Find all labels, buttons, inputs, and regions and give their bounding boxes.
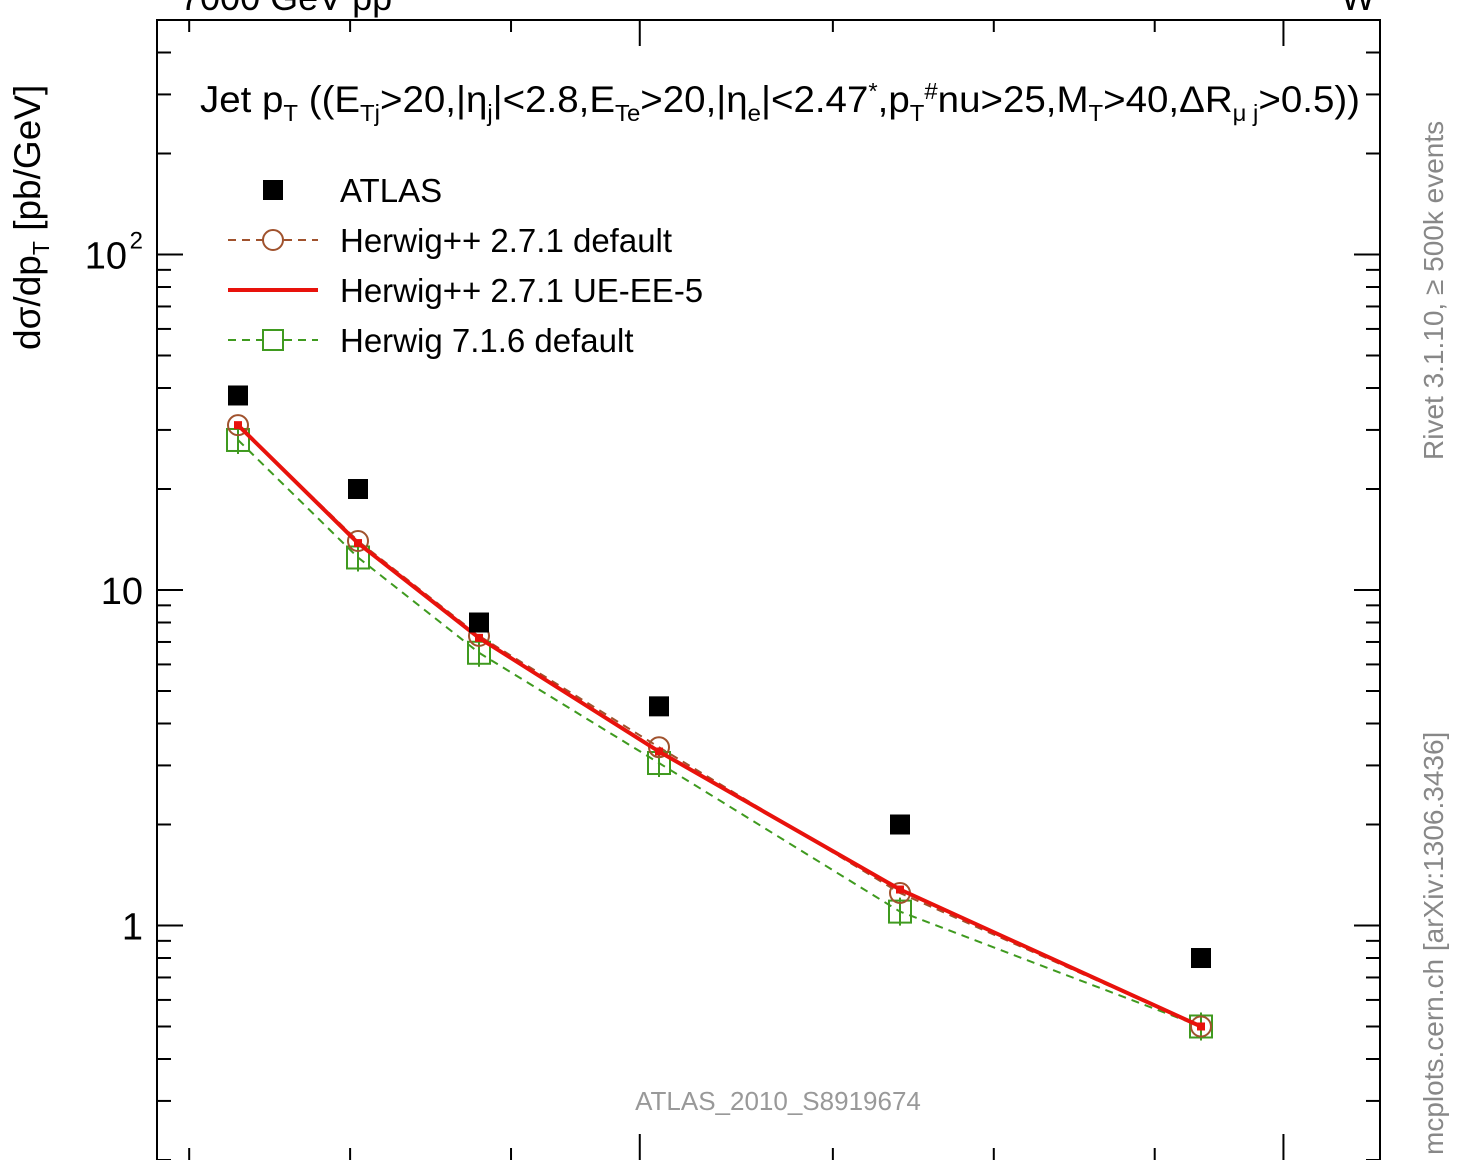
legend: ATLAS Herwig++ 2.7.1 default Herwig++ 2.7.… <box>228 172 703 359</box>
data-point-herwig-2-7-1-ue-ee-5 <box>896 885 904 894</box>
legend-marker-herwig-2-7-1-default <box>262 229 284 251</box>
data-point-atlas <box>1191 948 1211 969</box>
data-series <box>226 385 1213 1041</box>
data-point-atlas <box>649 696 669 717</box>
y-axis-label: dσ/dpT [pb/GeV] <box>7 85 54 350</box>
data-point-herwig-2-7-1-ue-ee-5 <box>475 633 483 642</box>
data-point-herwig-2-7-1-default <box>227 414 249 437</box>
axis-ticks <box>157 19 1380 1160</box>
legend-label-herwig-7-1-6: Herwig 7.1.6 default <box>340 322 634 359</box>
data-point-atlas <box>228 385 248 406</box>
y-tick-label: 10 <box>85 236 127 278</box>
legend-marker-herwig-7-1-6 <box>262 329 284 351</box>
data-point-atlas <box>890 814 910 835</box>
legend-label-herwig-2-7-1-default: Herwig++ 2.7.1 default <box>340 222 672 259</box>
rivet-label: Rivet 3.1.10, ≥ 500k events <box>1418 121 1449 460</box>
data-point-herwig-2-7-1-ue-ee-5 <box>1197 1022 1205 1031</box>
mcplots-label: mcplots.cern.ch [arXiv:1306.3436] <box>1418 732 1449 1155</box>
energy-label: 7000 GeV pp <box>180 0 392 18</box>
plot-area-border <box>156 19 1381 1160</box>
series-line-herwig-2-7-1-default <box>237 424 1202 1028</box>
data-point-herwig-7-1-6 <box>888 899 912 924</box>
analysis-id-label: ATLAS_2010_S8919674 <box>635 1086 921 1116</box>
data-point-herwig-2-7-1-ue-ee-5 <box>354 539 362 548</box>
series-line-herwig-2-7-1-ue-ee-5 <box>236 423 1202 1029</box>
legend-label-herwig-2-7-1-ue-ee-5: Herwig++ 2.7.1 UE-EE-5 <box>340 272 703 309</box>
data-point-herwig-2-7-1-default <box>1190 1015 1212 1038</box>
y-tick-label: 1 <box>122 906 143 948</box>
series-line-herwig-7-1-6 <box>237 439 1202 1028</box>
data-point-atlas <box>469 612 489 633</box>
plot-frame <box>156 19 1381 1160</box>
data-point-herwig-2-7-1-ue-ee-5 <box>234 421 242 430</box>
legend-label-atlas: ATLAS <box>340 172 442 209</box>
legend-marker-atlas <box>263 180 283 200</box>
y-tick-label-exponent: 2 <box>130 228 143 255</box>
data-point-herwig-2-7-1-ue-ee-5 <box>655 747 663 756</box>
process-label: W <box>1341 0 1375 18</box>
y-tick-label: 10 <box>101 571 143 613</box>
data-point-herwig-2-7-1-default <box>347 529 369 552</box>
data-point-atlas <box>348 479 368 500</box>
